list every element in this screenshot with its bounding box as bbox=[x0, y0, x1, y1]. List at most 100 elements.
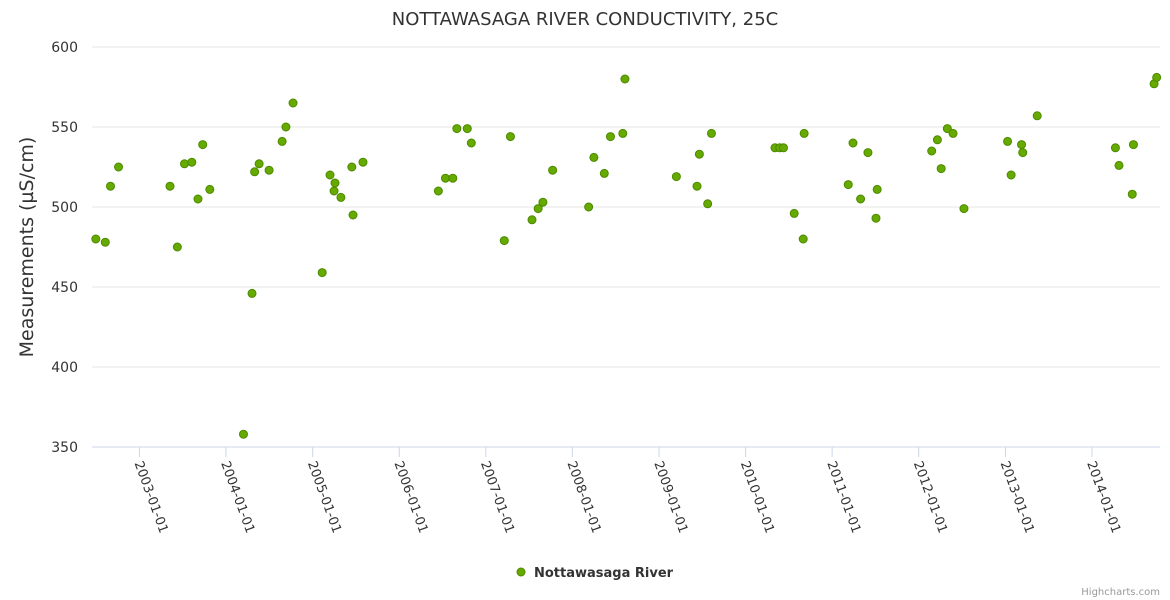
data-point[interactable] bbox=[325, 170, 335, 180]
data-point[interactable] bbox=[193, 194, 203, 204]
data-point[interactable] bbox=[936, 164, 946, 174]
y-tick-label: 450 bbox=[51, 280, 78, 296]
data-point[interactable] bbox=[605, 132, 615, 142]
data-point[interactable] bbox=[618, 128, 628, 138]
data-point[interactable] bbox=[671, 172, 681, 182]
data-point[interactable] bbox=[1127, 189, 1137, 199]
data-point[interactable] bbox=[466, 138, 476, 148]
data-point[interactable] bbox=[105, 181, 115, 191]
data-point[interactable] bbox=[1006, 170, 1016, 180]
data-point[interactable] bbox=[942, 124, 952, 134]
credits-link[interactable]: Highcharts.com bbox=[1081, 587, 1160, 598]
data-point[interactable] bbox=[548, 165, 558, 175]
data-point[interactable] bbox=[100, 237, 110, 247]
data-point[interactable] bbox=[198, 140, 208, 150]
data-point[interactable] bbox=[114, 162, 124, 172]
data-point[interactable] bbox=[277, 136, 287, 146]
y-tick-label: 550 bbox=[51, 120, 78, 136]
data-point[interactable] bbox=[856, 194, 866, 204]
data-point[interactable] bbox=[1110, 143, 1120, 153]
y-tick-label: 400 bbox=[51, 360, 78, 376]
x-tick-label: 2007-01-01 bbox=[477, 459, 517, 535]
data-point[interactable] bbox=[1032, 111, 1042, 121]
data-point[interactable] bbox=[462, 124, 472, 134]
data-point[interactable] bbox=[703, 199, 713, 209]
data-point[interactable] bbox=[91, 234, 101, 244]
data-point[interactable] bbox=[172, 242, 182, 252]
data-point[interactable] bbox=[247, 288, 257, 298]
data-point[interactable] bbox=[250, 167, 260, 177]
data-point[interactable] bbox=[288, 98, 298, 108]
data-point[interactable] bbox=[533, 204, 543, 214]
data-point[interactable] bbox=[538, 197, 548, 207]
grid bbox=[92, 46, 1160, 368]
data-point[interactable] bbox=[584, 202, 594, 212]
data-point[interactable] bbox=[499, 236, 509, 246]
data-point[interactable] bbox=[1128, 140, 1138, 150]
data-point[interactable] bbox=[871, 213, 881, 223]
data-point[interactable] bbox=[1152, 72, 1162, 82]
data-point[interactable] bbox=[959, 204, 969, 214]
x-tick-label: 2004-01-01 bbox=[217, 459, 257, 535]
legend-label[interactable]: Nottawasaga River bbox=[534, 566, 674, 581]
data-point[interactable] bbox=[527, 215, 537, 225]
data-point[interactable] bbox=[452, 124, 462, 134]
x-tick-label: 2009-01-01 bbox=[650, 459, 690, 535]
data-point[interactable] bbox=[948, 128, 958, 138]
x-tick-label: 2003-01-01 bbox=[131, 459, 171, 535]
x-tick-label: 2012-01-01 bbox=[910, 459, 950, 535]
data-point[interactable] bbox=[932, 135, 942, 145]
data-point[interactable] bbox=[706, 128, 716, 138]
data-point[interactable] bbox=[205, 184, 215, 194]
data-point[interactable] bbox=[599, 168, 609, 178]
data-point[interactable] bbox=[440, 173, 450, 183]
data-point[interactable] bbox=[505, 132, 515, 142]
legend-marker bbox=[516, 567, 526, 577]
data-point[interactable] bbox=[336, 192, 346, 202]
data-point[interactable] bbox=[1114, 160, 1124, 170]
data-point[interactable] bbox=[329, 186, 339, 196]
y-axis-ticks: 350 400 450 500 550 600 bbox=[51, 40, 78, 456]
data-point[interactable] bbox=[187, 157, 197, 167]
data-point[interactable] bbox=[330, 178, 340, 188]
data-point[interactable] bbox=[620, 74, 630, 84]
x-tick-label: 2010-01-01 bbox=[737, 459, 777, 535]
data-point[interactable] bbox=[347, 162, 357, 172]
data-point[interactable] bbox=[779, 143, 789, 153]
data-point[interactable] bbox=[165, 181, 175, 191]
data-point[interactable] bbox=[589, 152, 599, 162]
data-point[interactable] bbox=[254, 159, 264, 169]
legend[interactable]: Nottawasaga River bbox=[516, 566, 674, 581]
x-tick-label: 2011-01-01 bbox=[823, 459, 863, 535]
data-point[interactable] bbox=[317, 268, 327, 278]
data-point[interactable] bbox=[863, 148, 873, 158]
data-point[interactable] bbox=[789, 208, 799, 218]
x-tick-label: 2006-01-01 bbox=[390, 459, 430, 535]
data-point[interactable] bbox=[927, 146, 937, 156]
data-point[interactable] bbox=[872, 184, 882, 194]
data-point[interactable] bbox=[448, 173, 458, 183]
y-tick-label: 350 bbox=[51, 440, 78, 456]
y-tick-label: 600 bbox=[51, 40, 78, 56]
x-axis-ticks: 2003-01-01 2004-01-01 2005-01-01 2006-01-01… bbox=[131, 447, 1123, 535]
series-points bbox=[91, 72, 1162, 439]
data-point[interactable] bbox=[281, 122, 291, 132]
data-point[interactable] bbox=[433, 186, 443, 196]
data-point[interactable] bbox=[799, 128, 809, 138]
data-point[interactable] bbox=[1017, 140, 1027, 150]
data-point[interactable] bbox=[238, 429, 248, 439]
data-point[interactable] bbox=[348, 210, 358, 220]
data-point[interactable] bbox=[843, 180, 853, 190]
y-axis-label: Measurements (µS/cm) bbox=[16, 137, 38, 358]
data-point[interactable] bbox=[358, 157, 368, 167]
data-point[interactable] bbox=[1003, 136, 1013, 146]
data-point[interactable] bbox=[264, 165, 274, 175]
data-point[interactable] bbox=[1018, 148, 1028, 158]
data-point[interactable] bbox=[694, 149, 704, 159]
y-tick-label: 500 bbox=[51, 200, 78, 216]
data-point[interactable] bbox=[798, 234, 808, 244]
data-point[interactable] bbox=[692, 181, 702, 191]
data-point[interactable] bbox=[848, 138, 858, 148]
data-point[interactable] bbox=[179, 159, 189, 169]
